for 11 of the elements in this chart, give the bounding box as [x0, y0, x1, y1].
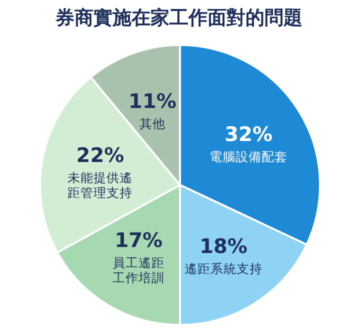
data-label: 32%	[224, 122, 272, 146]
slice-label: 未能提供遙距管理支持	[68, 170, 133, 200]
slice-label: 員工遙距工作培訓	[112, 254, 165, 285]
slice-label: 其他	[139, 116, 166, 132]
data-label: 11%	[128, 89, 176, 114]
chart-title: 券商實施在家工作面對的問題	[54, 7, 302, 29]
slice-label: 遙距系統支持	[184, 261, 263, 276]
data-label: 17%	[114, 228, 163, 252]
slice-label: 電腦設備配套	[210, 148, 288, 164]
data-label: 18%	[200, 234, 248, 258]
data-label: 22%	[76, 142, 124, 167]
